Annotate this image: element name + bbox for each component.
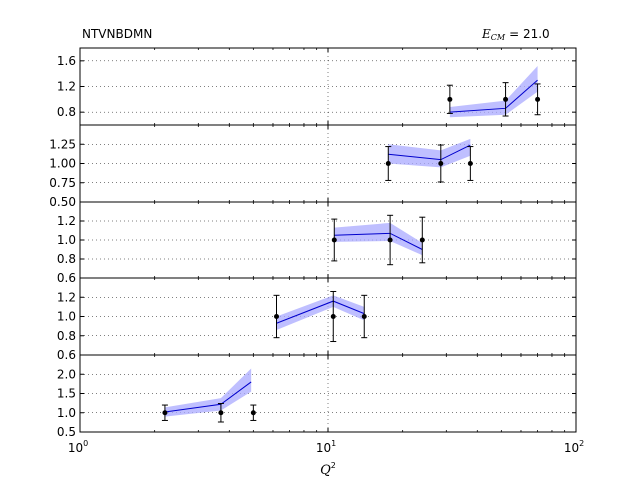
y-tick-label: 1.2 [57,214,76,228]
theory-band [449,65,538,118]
panel-3: 0.6 0.8 1.0 1.2 [57,201,577,285]
data-point [361,294,368,339]
y-tick-label: 0.8 [57,329,76,343]
x-axis-label: Q2 [320,461,336,478]
chart-title-left: NTVNBDMN [82,27,152,41]
y-tick-label: 0.5 [57,425,76,439]
data-point [331,218,338,262]
y-tick-label: 0.75 [49,176,76,190]
panel-frame [79,354,577,433]
theory-band [334,222,423,256]
y-tick-label: 0.6 [57,348,76,362]
panel-1: 0.8 1.2 1.6 [57,47,577,126]
y-tick-label: 0.8 [57,105,76,119]
data-point [419,216,426,264]
data-point [467,146,474,181]
theory-band [164,368,252,417]
data-point [437,144,444,183]
y-tick-label: 1.2 [57,80,76,94]
y-tick-label: 1.6 [57,54,76,68]
title-energy-subscript: CM [491,33,506,42]
x-tick-label: 101 [316,439,336,455]
title-energy-symbol: E [481,27,491,41]
y-tick-label: 1.0 [57,406,76,420]
data-marker [162,410,168,416]
data-point [330,290,337,343]
data-point [502,82,509,117]
data-marker [438,161,444,166]
panel-2: 0.50 0.75 1.00 1.25 [49,124,577,209]
y-tick-label: 0.50 [49,195,76,209]
y-tick-label: 0.8 [57,252,76,266]
theory-band [276,295,365,330]
data-point [387,214,394,266]
data-marker [361,314,367,319]
data-marker [535,96,541,102]
y-tick-label: 0.6 [57,271,76,285]
panel-5: 0.5 1.0 1.5 2.0 [57,354,577,439]
data-marker [250,410,256,416]
data-marker [218,410,224,416]
x-axis-label-base: Q [320,463,331,478]
y-tick-label: 1.0 [57,233,76,247]
data-point [446,84,453,114]
data-marker [419,237,425,243]
y-tick-label: 1.2 [57,290,76,304]
data-marker [387,237,393,243]
data-point [385,146,392,181]
x-tick-labels: 100 101 102 [68,439,584,455]
y-tick-label: 1.25 [49,137,76,151]
data-marker [503,96,509,102]
data-marker [385,161,391,166]
x-tick-label: 100 [68,439,88,455]
data-point [534,83,541,116]
y-tick-label: 1.0 [57,310,76,324]
data-marker [330,314,336,319]
data-marker [274,314,280,319]
data-point [217,403,224,423]
data-marker [331,237,337,243]
panels: 0.81.21.60.500.751.001.250.60.81.01.20.6… [49,47,577,439]
panel-4: 0.6 0.8 1.0 1.2 [57,277,577,362]
y-tick-label: 1.5 [57,387,76,401]
data-point [161,404,168,421]
y-tick-label: 2.0 [57,367,76,381]
data-marker [467,161,473,166]
x-axis-label-sup: 2 [331,461,336,470]
theory-band [388,138,471,168]
title-energy-value: = 21.0 [509,27,550,41]
data-marker [447,96,453,102]
x-tick-label: 102 [564,439,584,455]
chart-title-right: ECM = 21.0 [481,27,550,42]
data-point [250,404,257,421]
y-tick-label: 1.00 [49,157,76,171]
data-point [273,294,280,339]
